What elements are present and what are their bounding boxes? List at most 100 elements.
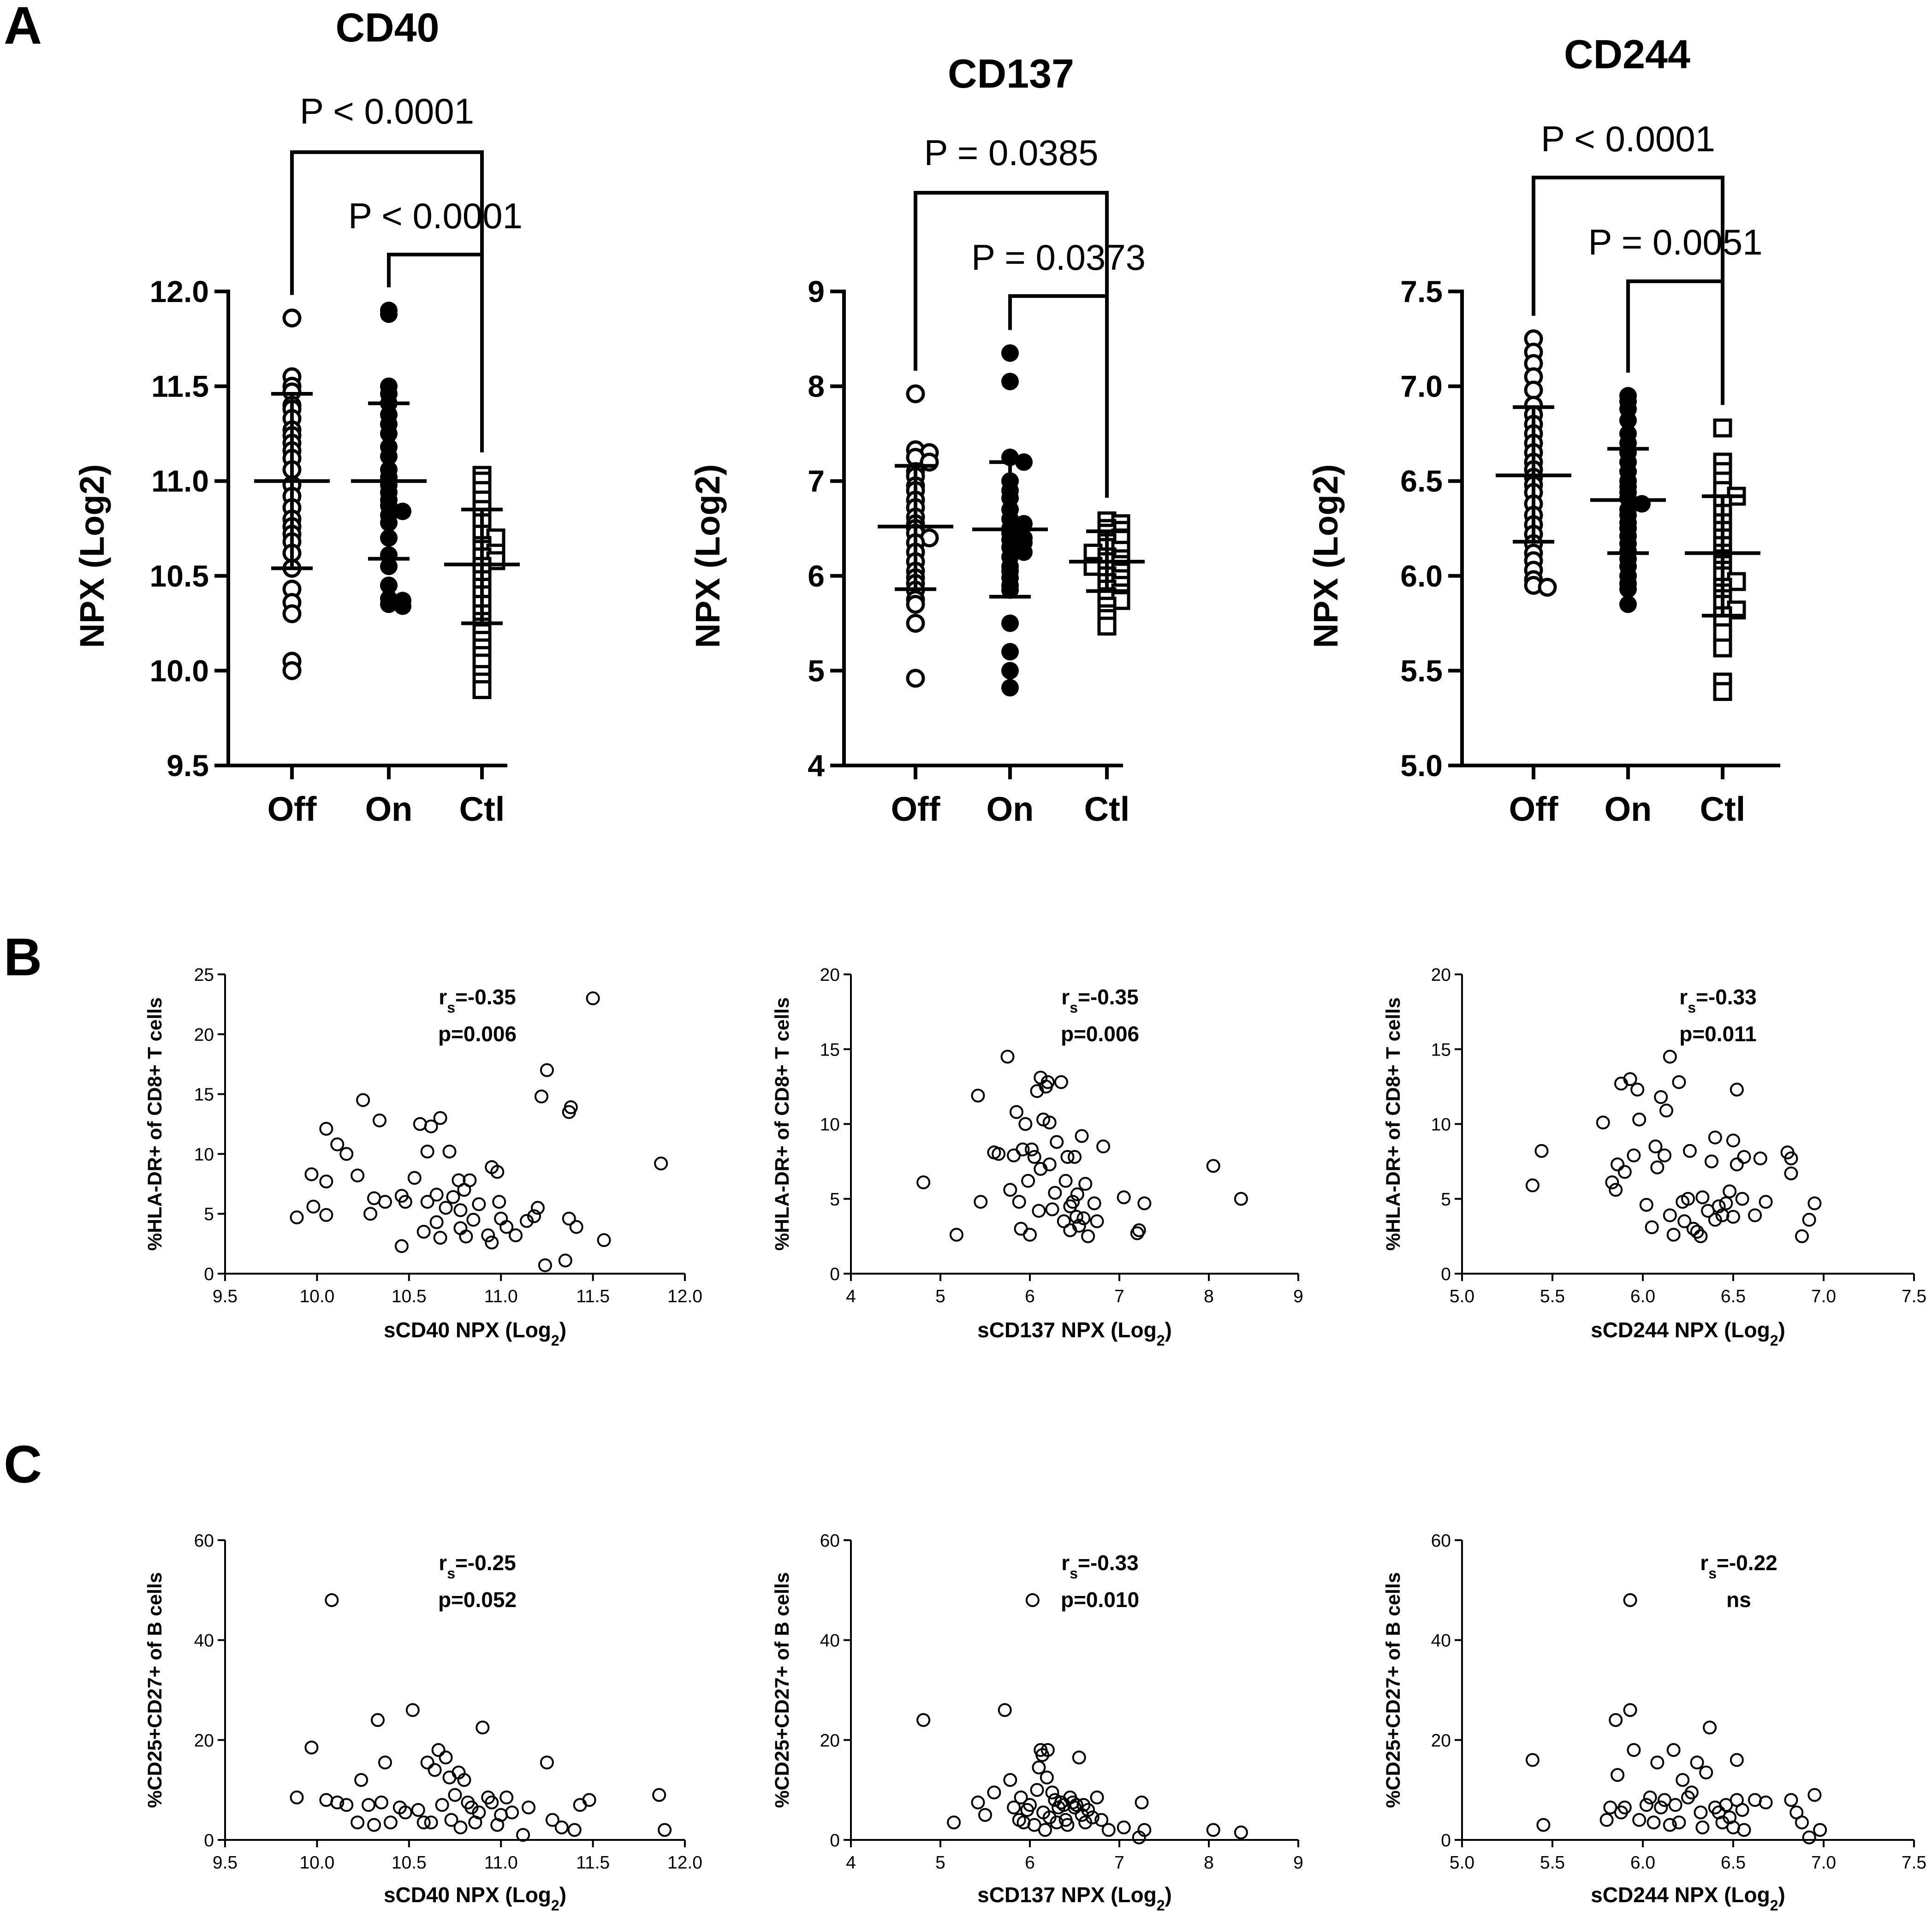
y-tick-label: 0 [830,1264,840,1284]
data-point [916,1175,931,1190]
data-point [558,1253,572,1268]
data-point [1795,1815,1809,1830]
data-point [1609,1183,1623,1197]
data-point [485,1795,499,1809]
data-point [290,1790,304,1804]
y-tick-label: 10 [820,1115,840,1135]
data-point [1032,1760,1046,1774]
data-point [1784,1793,1798,1807]
data-point [545,1813,559,1827]
data-point [916,1713,931,1727]
data-point [1206,1159,1220,1173]
data-point [1684,1786,1699,1800]
data-point [949,1228,963,1242]
y-axis-label: %HLA-DR+ of CD8+ T cells [144,997,166,1251]
data-point [435,1798,449,1812]
data-point [1666,1228,1681,1242]
data-point [453,1820,468,1834]
data-point [1617,1165,1632,1179]
data-point [1619,595,1637,613]
data-point [319,1175,333,1189]
data-point [420,1756,434,1770]
data-point [1040,1075,1055,1089]
data-point [1672,1815,1686,1830]
data-point [319,1121,333,1136]
data-point [1730,1082,1744,1097]
data-point [330,1795,345,1809]
data-point [362,1798,376,1812]
data-point [998,1703,1012,1717]
data-point [490,1165,505,1179]
data-point [1726,1133,1740,1148]
correlation-annotation: rs=-0.35 [1061,985,1138,1016]
y-tick-label: 60 [1431,1531,1451,1551]
y-tick-label: 0 [1441,1831,1451,1851]
y-tick-label: 10 [1431,1115,1451,1135]
p-value-annotation: p=0.010 [1061,1588,1139,1612]
data-point [1690,1225,1704,1239]
data-point [1234,1825,1248,1839]
data-point [1534,1144,1549,1158]
data-point [424,1119,438,1133]
data-point [1802,1213,1816,1227]
data-point [394,502,411,520]
data-point [420,1195,434,1209]
data-point [1712,1199,1726,1213]
scatter-plot-b-1: 0 5 10 15 20 25 9.5 10.0 10.5 11.0 11.5 12.0 sCD40 N… [144,965,702,1349]
p-value-annotation: ns [1726,1588,1751,1612]
y-tick-label: 6.5 [1400,464,1443,498]
y-tick-label: 60 [820,1531,840,1551]
x-tick-label: 8 [1204,1287,1214,1306]
data-point [562,1211,576,1226]
y-tick-label: 40 [1431,1631,1451,1651]
data-point [351,1815,365,1830]
data-point [1663,1050,1677,1064]
data-point [1525,1178,1540,1192]
x-tick-label: 12.0 [667,1853,702,1873]
data-point [1611,1768,1625,1782]
y-tick-label: 9 [808,274,825,308]
data-point [1094,1813,1109,1827]
data-point [1068,1150,1082,1164]
y-tick-label: 7.5 [1400,274,1443,308]
data-point [1650,1756,1664,1770]
data-point [1623,1593,1637,1607]
data-point [1713,623,1732,642]
data-point [1658,1793,1672,1807]
data-point [1015,543,1033,561]
data-point [1730,1753,1744,1767]
data-point [1054,1075,1068,1089]
data-point [380,576,398,594]
data-point [374,1795,388,1809]
data-point [1137,1823,1152,1837]
y-tick-label: 9.5 [166,748,209,783]
data-point [1027,1150,1041,1164]
p-value-label: P = 0.0385 [924,132,1098,173]
data-point [356,1093,370,1107]
panel-label-a: A [4,0,42,55]
x-tick-label: 11.0 [484,1853,518,1873]
data-point [1605,1175,1619,1190]
data-point [394,1239,409,1253]
data-point [540,1063,554,1077]
data-point [1021,1174,1035,1188]
data-point [1050,1135,1064,1149]
data-point [1538,577,1557,597]
data-point [339,1798,354,1812]
dot-plot-cd244: CD244 5.0 5.5 6.0 6.5 7.0 7.5 NPX (Log2) Off On Ct… [1307,31,1780,828]
data-point [1001,643,1019,661]
data-point [1784,1166,1798,1180]
data-point [380,595,398,613]
data-point [499,1790,514,1804]
data-point [1639,1798,1653,1812]
x-tick-label: 11.0 [484,1287,518,1306]
data-point [1639,1198,1653,1212]
x-category-label: Off [1509,790,1558,828]
y-tick-label: 20 [1431,1731,1451,1750]
x-tick-label: 5.5 [1540,1853,1565,1873]
data-point [1117,1190,1131,1204]
x-tick-label: 11.5 [576,1853,610,1873]
data-point [538,1258,552,1272]
data-point [466,1213,481,1227]
